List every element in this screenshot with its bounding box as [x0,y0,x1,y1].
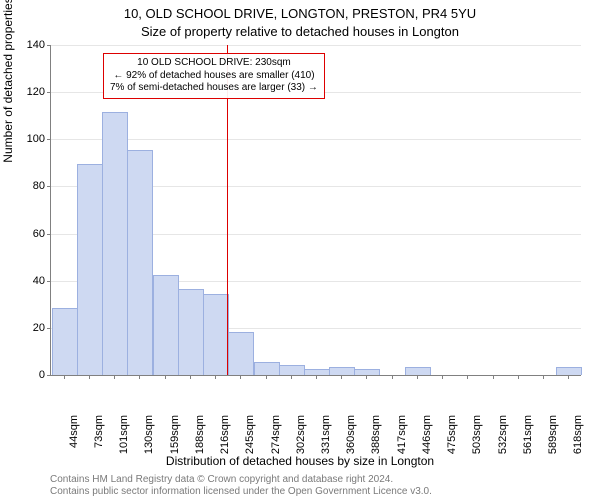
y-tick-mark [47,281,51,282]
x-tick-mark [341,375,342,379]
y-tick-label: 0 [15,369,45,381]
footer-line2: Contains public sector information licen… [50,486,432,498]
callout-line2: ← 92% of detached houses are smaller (41… [110,70,318,83]
histogram-bar [254,362,280,375]
y-tick-label: 20 [15,322,45,334]
x-tick-mark [543,375,544,379]
y-tick-mark [47,328,51,329]
x-tick-mark [190,375,191,379]
y-tick-label: 40 [15,275,45,287]
y-tick-mark [47,92,51,93]
x-axis-label: Distribution of detached houses by size … [0,454,600,468]
y-tick-label: 60 [15,228,45,240]
histogram-bar [228,332,254,375]
histogram-bar [153,275,179,375]
x-tick-mark [442,375,443,379]
histogram-bar [405,367,431,375]
y-axis-label: Number of detached properties [1,0,15,230]
histogram-bar [556,367,582,375]
y-tick-mark [47,375,51,376]
chart-container: 10, OLD SCHOOL DRIVE, LONGTON, PRESTON, … [0,0,600,500]
x-tick-mark [165,375,166,379]
chart-title-line1: 10, OLD SCHOOL DRIVE, LONGTON, PRESTON, … [0,6,600,21]
histogram-bar [354,369,380,375]
footer-attribution: Contains HM Land Registry data © Crown c… [50,474,432,498]
x-tick-mark [417,375,418,379]
y-tick-mark [47,139,51,140]
y-tick-label: 80 [15,180,45,192]
callout-box: 10 OLD SCHOOL DRIVE: 230sqm ← 92% of det… [103,53,325,99]
y-tick-mark [47,186,51,187]
x-tick-mark [493,375,494,379]
y-tick-mark [47,45,51,46]
plot-area: 02040608010012014044sqm73sqm101sqm130sqm… [50,45,581,376]
histogram-bar [127,150,153,375]
chart-title-line2: Size of property relative to detached ho… [0,24,600,39]
y-tick-mark [47,234,51,235]
gridline [51,139,581,140]
callout-line3: 7% of semi-detached houses are larger (3… [110,82,318,95]
x-tick-mark [568,375,569,379]
x-tick-mark [392,375,393,379]
y-tick-label: 100 [15,133,45,145]
x-tick-mark [139,375,140,379]
x-tick-mark [240,375,241,379]
x-tick-mark [64,375,65,379]
footer-line1: Contains HM Land Registry data © Crown c… [50,474,432,486]
y-tick-label: 120 [15,86,45,98]
x-tick-mark [467,375,468,379]
gridline [51,45,581,46]
histogram-bar [329,367,355,375]
x-tick-mark [518,375,519,379]
x-tick-mark [316,375,317,379]
histogram-bar [203,294,229,375]
x-tick-mark [114,375,115,379]
histogram-bar [279,365,305,375]
x-tick-mark [266,375,267,379]
histogram-bar [52,308,78,375]
callout-line1: 10 OLD SCHOOL DRIVE: 230sqm [110,57,318,70]
x-tick-mark [89,375,90,379]
histogram-bar [77,164,103,375]
histogram-bar [178,289,204,375]
x-tick-mark [366,375,367,379]
histogram-bar [102,112,128,375]
x-tick-mark [291,375,292,379]
x-tick-mark [215,375,216,379]
y-tick-label: 140 [15,39,45,51]
